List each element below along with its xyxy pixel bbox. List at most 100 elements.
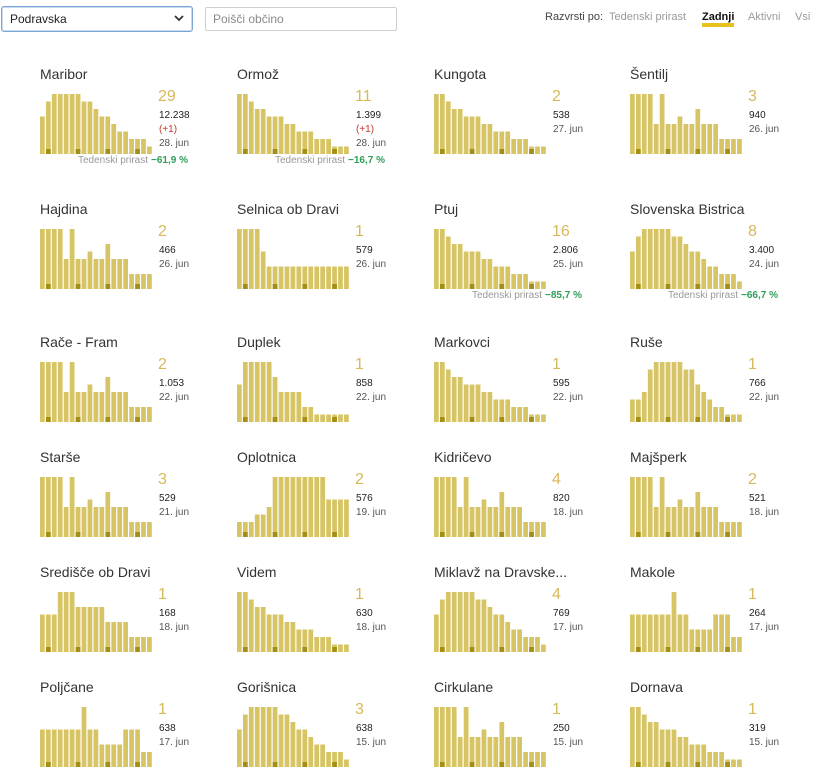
sparkline-bar: [701, 629, 707, 652]
sparkline-bar: [541, 281, 546, 289]
municipality-card[interactable]: Središče ob Dravi 1 168 18. jun: [40, 564, 210, 674]
municipality-card[interactable]: Kidričevo 4 820 18. jun: [434, 449, 604, 559]
sparkline-bar: [57, 94, 63, 154]
sparkline-bar: [695, 109, 701, 154]
sparkline-bar: [272, 707, 278, 767]
municipality-card[interactable]: Oplotnica 2 576 19. jun: [237, 449, 407, 559]
sparkline-bar: [659, 614, 665, 652]
municipality-card[interactable]: Ruše 1 766 22. jun: [630, 334, 800, 444]
municipality-card[interactable]: Selnica ob Dravi 1 579 26. jun: [237, 201, 407, 311]
sparkline-bar: [242, 522, 248, 537]
municipality-card[interactable]: Kungota 2 538 27. jun: [434, 66, 604, 176]
sparkline-bar: [737, 637, 742, 652]
sparkline-bar: [135, 522, 140, 537]
sparkline-bar: [713, 614, 719, 652]
sparkline-bar: [87, 729, 93, 767]
sparkline-bar: [505, 622, 511, 652]
sparkline-bar: [725, 274, 730, 289]
sparkline-bar: [523, 752, 528, 767]
sparkline-bar: [511, 274, 517, 289]
sparkline-bar-highlight: [242, 532, 248, 537]
sparkline-bar: [535, 146, 540, 154]
municipality-card[interactable]: Gorišnica 3 638 15. jun: [237, 679, 407, 778]
sparkline-bar: [51, 729, 57, 767]
sparkline-bar: [40, 614, 45, 652]
municipality-card[interactable]: Majšperk 2 521 18. jun: [630, 449, 800, 559]
weekly-growth-value: −61,9 %: [151, 155, 188, 166]
sparkline-bar: [248, 599, 254, 652]
sparkline-bar: [314, 266, 320, 289]
municipality-name: Rače - Fram: [40, 334, 118, 350]
sparkline-bar: [254, 514, 260, 537]
municipality-search-input[interactable]: [205, 7, 397, 31]
sort-option-all[interactable]: Vsi: [795, 11, 811, 23]
last-case-date: 22. jun: [356, 392, 387, 403]
last-case-date: 22. jun: [749, 392, 780, 403]
municipality-card[interactable]: Ormož 11 1.399 (+1) 28. jun Tedenski prirast −…: [237, 66, 407, 176]
municipality-name: Ptuj: [434, 201, 459, 217]
municipality-card[interactable]: Hajdina 2 466 26. jun: [40, 201, 210, 311]
total-cases: 579: [356, 245, 373, 256]
sparkline-bar: [93, 392, 99, 422]
sparkline-bar: [141, 274, 146, 289]
recent-cases-count: 3: [748, 88, 757, 105]
sparkline-bar: [683, 507, 689, 537]
sparkline-bar: [237, 729, 242, 767]
sparkline-bar-highlight: [75, 149, 81, 154]
municipality-card[interactable]: Dornava 1 319 15. jun: [630, 679, 800, 778]
sparkline-bar: [469, 592, 475, 652]
municipality-card[interactable]: Starše 3 529 21. jun: [40, 449, 210, 559]
municipality-card[interactable]: Makole 1 264 17. jun: [630, 564, 800, 674]
sort-option-weekly-growth[interactable]: Tedenski prirast: [609, 11, 687, 23]
sparkline-bar: [326, 499, 331, 537]
sparkline-bar: [326, 139, 331, 154]
sparkline-bar: [81, 607, 87, 652]
sparkline-bar: [87, 251, 93, 289]
municipality-card[interactable]: Duplek 1 858 22. jun: [237, 334, 407, 444]
municipality-card[interactable]: Rače - Fram 2 1.053 22. jun: [40, 334, 210, 444]
municipality-card[interactable]: Cirkulane 1 250 15. jun: [434, 679, 604, 778]
sparkline-bar: [117, 131, 123, 154]
sparkline-bar: [302, 629, 308, 652]
sparkline-bar: [665, 124, 671, 154]
municipality-card[interactable]: Maribor 29 12.238 (+1) 28. jun Tedenski prira…: [40, 66, 210, 176]
sparkline-bar: [517, 274, 523, 289]
sort-option-active[interactable]: Aktivni: [748, 11, 781, 23]
sparkline-bar: [81, 259, 87, 289]
municipality-card[interactable]: Ptuj 16 2.806 25. jun Tedenski prirast −85,7 …: [434, 201, 604, 311]
sparkline-bar: [117, 259, 123, 289]
sparkline-bar: [517, 737, 523, 767]
municipality-card[interactable]: Slovenska Bistrica 8 3.400 24. jun Tedenski …: [630, 201, 800, 311]
municipality-card[interactable]: Markovci 1 595 22. jun: [434, 334, 604, 444]
municipality-card[interactable]: Miklavž na Dravske... 4 769 17. jun: [434, 564, 604, 674]
region-select[interactable]: Podravska: [1, 6, 193, 32]
sparkline-bar: [141, 522, 146, 537]
sparkline-bar: [57, 592, 63, 652]
sparkline-bar: [87, 384, 93, 422]
municipality-card[interactable]: Poljčane 1 638 17. jun: [40, 679, 210, 778]
sparkline-bar-highlight: [105, 532, 111, 537]
sparkline-bar: [237, 229, 242, 289]
sparkline-bar-highlight: [725, 284, 730, 289]
municipality-card[interactable]: Videm 1 630 18. jun: [237, 564, 407, 674]
case-sparkline: [237, 362, 349, 422]
sparkline-bar: [677, 116, 683, 154]
sparkline-bar: [689, 507, 695, 537]
recent-cases-count: 4: [552, 471, 561, 488]
municipality-card[interactable]: Šentilj 3 940 26. jun: [630, 66, 800, 176]
weekly-growth-label: Tedenski prirast: [77, 155, 149, 166]
sparkline-bar: [517, 629, 523, 652]
sparkline-bar: [57, 477, 63, 537]
sort-option-latest[interactable]: Zadnji: [702, 11, 735, 27]
sparkline-bar: [63, 729, 69, 767]
sparkline-bar: [725, 614, 730, 652]
sparkline-bar-highlight: [302, 149, 308, 154]
total-cases: 529: [159, 493, 176, 504]
sparkline-bar: [439, 707, 445, 767]
sparkline-bar: [117, 392, 123, 422]
sparkline-bar: [308, 131, 314, 154]
sparkline-bar: [511, 139, 517, 154]
sparkline-bar: [493, 614, 499, 652]
sparkline-bar: [302, 407, 308, 422]
sparkline-bar: [439, 477, 445, 537]
